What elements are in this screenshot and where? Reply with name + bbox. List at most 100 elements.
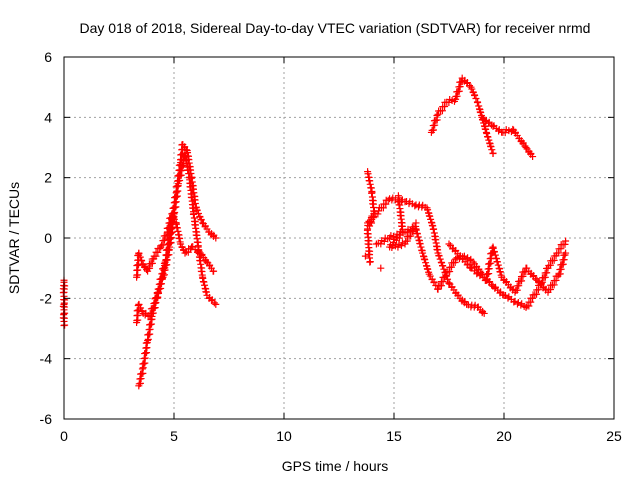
data-point [488,146,496,154]
data-point [472,94,480,102]
data-point [135,301,143,309]
data-point [364,219,372,227]
data-point [419,252,427,260]
data-point [420,255,428,263]
y-tick-label: 6 [44,49,52,65]
y-tick-label: 2 [44,170,52,186]
data-point [201,281,209,289]
data-point [428,221,436,229]
x-axis-ticks: 0 5 10 15 20 25 [60,57,622,444]
data-point [529,153,537,161]
data-point [191,221,199,229]
data-point [501,129,509,137]
y-axis-ticks: -6 -4 -2 0 2 4 6 [40,49,614,427]
data-point [419,249,427,257]
data-point [490,247,498,255]
data-point [186,183,194,191]
data-point [175,234,183,242]
data-point [496,268,504,276]
data-point [365,177,373,185]
data-point [367,184,375,192]
data-point [59,289,67,297]
data-point [411,202,419,210]
data-point [173,224,181,232]
data-point [424,206,432,214]
data-point [441,273,449,281]
data-point [466,257,474,265]
data-point [141,311,149,319]
data-point [562,237,570,245]
data-point [417,243,425,251]
data-point [488,281,496,289]
data-point [169,212,177,220]
data-point [492,254,500,262]
data-point [485,136,493,144]
data-point [396,211,404,219]
data-point [487,142,495,150]
data-point [366,258,374,266]
data-point [495,127,503,135]
data-point [438,262,446,270]
data-point [187,193,195,201]
data-point [416,239,424,247]
data-point [427,218,435,226]
data-point [433,245,441,253]
data-point [212,234,220,242]
data-point [562,249,570,257]
data-point [493,258,501,266]
data-point [136,253,144,261]
data-point [476,108,484,116]
data-point [486,139,494,147]
x-tick-label: 15 [386,428,402,444]
data-point [424,209,432,217]
x-axis-label: GPS time / hours [282,458,389,474]
data-point [489,244,497,252]
data-point [397,228,405,236]
data-point [374,210,382,218]
data-point [484,133,492,141]
data-point [474,99,482,107]
data-point [197,215,205,223]
data-point [475,105,483,113]
y-tick-label: 0 [44,230,52,246]
data-point [193,238,201,246]
data-point [483,130,491,138]
data-point [480,122,488,130]
y-tick-label: 4 [44,109,52,125]
data-point [201,284,209,292]
y-axis-label: SDTVAR / TECUs [6,182,22,294]
data-point [425,212,433,220]
data-point [212,300,220,308]
data-point [137,256,145,264]
data-point [436,255,444,263]
data-point [210,299,218,307]
data-point [489,150,497,158]
data-point [504,294,512,302]
data-point [184,166,192,174]
data-point [481,125,489,133]
data-point [422,262,430,270]
data-point [469,88,477,96]
grid [64,57,614,419]
data-point [522,144,530,151]
data-point [445,240,453,248]
y-tick-label: -2 [40,290,53,306]
data-point [468,85,476,93]
data-point [422,259,430,267]
data-point [480,309,488,317]
chart-title: Day 018 of 2018, Sidereal Day-to-day VTE… [80,20,591,36]
x-tick-label: 0 [60,428,68,444]
data-point [363,230,371,238]
data-point [437,258,445,266]
data-point [435,252,443,260]
y-tick-label: -4 [40,351,53,367]
data-points [59,74,570,390]
data-point [491,251,499,259]
data-point [377,264,385,272]
data-point [368,189,376,197]
data-point [143,266,150,274]
data-point [433,112,441,120]
data-point [202,288,210,296]
data-point [182,156,190,164]
